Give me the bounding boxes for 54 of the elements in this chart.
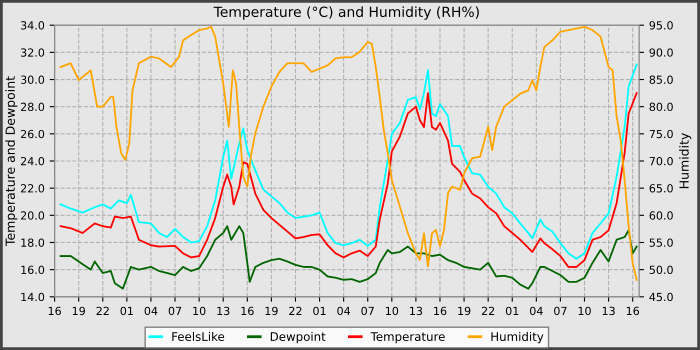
x-tick-label: 16	[241, 306, 254, 316]
x-tick-label: 07	[554, 306, 567, 316]
x-tick-label: 16	[626, 306, 640, 316]
y-axis-title: Temperature and Dewpoint	[5, 76, 18, 246]
y2-tick-label: 55.0	[650, 238, 673, 247]
y-tick-label: 28.0	[20, 102, 44, 112]
y-tick-label: 34.0	[20, 21, 44, 30]
y-tick-label: 22.0	[20, 184, 44, 193]
x-tick-label: 10	[193, 306, 206, 316]
x-tick-label: 04	[530, 306, 543, 316]
y2-tick-label: 75.0	[650, 130, 673, 138]
y-tick-label: 26.0	[20, 130, 44, 138]
x-tick-label: 10	[578, 306, 591, 316]
x-tick-label: 22	[482, 306, 494, 315]
x-tick-label: 01	[120, 306, 133, 316]
legend-label: Humidity	[491, 332, 544, 344]
y-tick-label: 18.0	[21, 238, 44, 247]
y2-tick-label: 45.0	[649, 292, 673, 302]
x-tick-label: 07	[168, 306, 182, 316]
x-tick-label: 07	[361, 306, 374, 316]
y2-tick-label: 80.0	[650, 102, 673, 112]
y2-tick-label: 50.0	[650, 266, 673, 274]
y2-tick-label: 95.0	[650, 21, 673, 30]
y-tick-label: 24.0	[20, 156, 44, 166]
x-tick-label: 01	[506, 306, 518, 316]
x-tick-label: 04	[337, 306, 350, 316]
y-tick-label: 14.0	[21, 292, 44, 302]
y2-tick-label: 85.0	[650, 75, 673, 84]
x-tick-label: 13	[217, 306, 230, 316]
x-tick-label: 10	[386, 306, 398, 316]
y-tick-label: 20.0	[20, 211, 44, 220]
y2-axis-title: Humidity	[679, 133, 692, 188]
x-tick-label: 13	[602, 306, 615, 316]
x-tick-label: 22	[96, 306, 109, 315]
x-tick-label: 04	[144, 306, 158, 316]
y-tick-label: 30.0	[20, 75, 44, 84]
y2-tick-label: 65.0	[650, 184, 673, 193]
x-tick-label: 16	[434, 306, 446, 316]
y2-tick-label: 90.0	[650, 48, 673, 57]
y2-tick-label: 60.0	[650, 211, 673, 220]
legend-label: FeelsLike	[172, 332, 224, 342]
x-tick-label: 01	[313, 306, 326, 316]
chart-title: Temperature (°C) and Humidity (RH%)	[214, 6, 479, 20]
y2-tick-label: 70.0	[650, 156, 673, 166]
y-tick-label: 16.0	[21, 266, 44, 274]
x-tick-label: 13	[410, 306, 422, 316]
y-tick-label: 32.0	[20, 48, 44, 57]
x-tick-label: 22	[289, 306, 302, 315]
x-tick-label: 19	[72, 306, 85, 316]
legend-label: Dewpoint	[270, 332, 326, 344]
x-tick-label: 16	[48, 306, 61, 316]
x-tick-label: 19	[458, 306, 470, 316]
legend-label: Temperature	[370, 332, 445, 344]
x-tick-label: 19	[266, 306, 278, 316]
